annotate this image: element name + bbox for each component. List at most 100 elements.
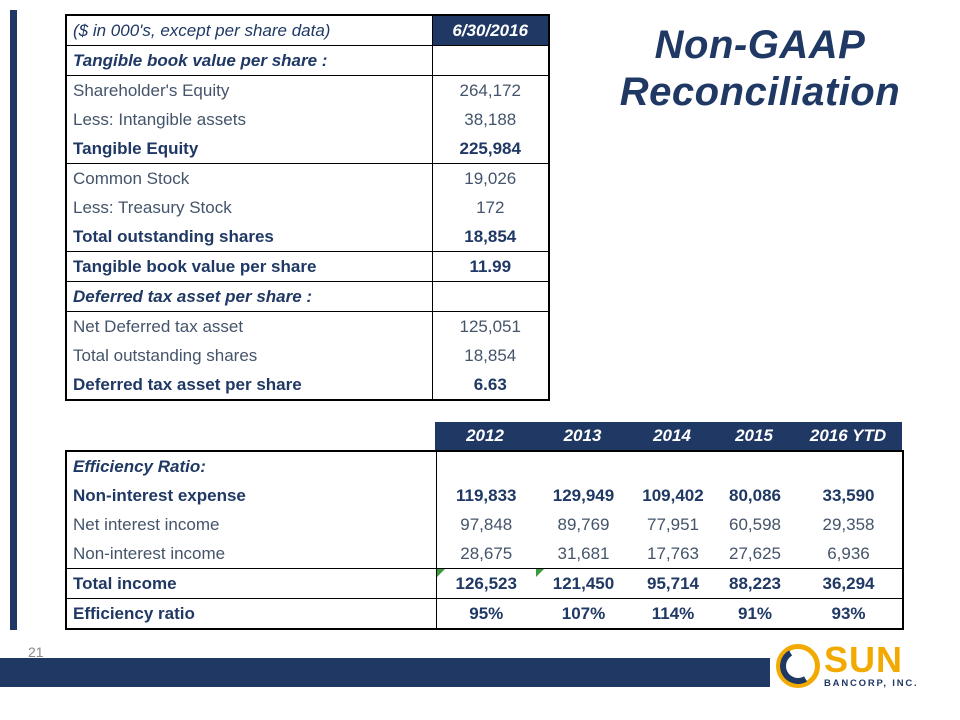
row-label: Efficiency Ratio: <box>73 456 206 476</box>
row-value: 38,188 <box>431 105 549 134</box>
cell-text: 121,450 <box>552 573 615 593</box>
row-value: 33,590 <box>822 485 875 505</box>
row-value: 77,951 <box>647 514 699 534</box>
row-value: 28,675 <box>435 539 536 569</box>
logo-subname: BANCORP, INC. <box>824 678 919 690</box>
page-title-line1: Non-GAAP <box>654 23 866 67</box>
row-value: 80,086 <box>729 485 781 505</box>
table-header-row: ($ in 000's, except per share data) 6/30… <box>66 15 549 46</box>
row-value: 119,833 <box>435 481 536 510</box>
sun-logo-icon <box>776 644 820 688</box>
row-value: 6.63 <box>431 370 549 400</box>
table-row: Net Deferred tax asset 125,051 <box>66 311 549 341</box>
date-header: 6/30/2016 <box>431 15 549 46</box>
row-label: Deferred tax asset per share : <box>66 281 432 312</box>
table-row: Common Stock 19,026 <box>66 163 549 193</box>
row-value: 60,598 <box>729 514 781 534</box>
year-header: 2013 <box>563 426 602 445</box>
table-row: Deferred tax asset per share 6.63 <box>66 370 549 400</box>
row-value: 36,294 <box>795 568 903 599</box>
row-label: Less: Treasury Stock <box>73 197 232 217</box>
table-row: Less: Intangible assets 38,188 <box>66 105 549 134</box>
table-row: Total outstanding shares 18,854 <box>66 341 549 370</box>
row-label: Tangible Equity <box>66 134 432 164</box>
row-label: Total income <box>66 568 436 599</box>
efficiency-table-year-header: 2012 2013 2014 2015 2016 YTD <box>435 422 902 450</box>
row-label: Non-interest income <box>66 539 436 569</box>
row-value: 172 <box>431 193 549 222</box>
row-value: 121,450 <box>536 568 631 599</box>
row-value: 109,402 <box>642 485 704 505</box>
table-row: Less: Treasury Stock 172 <box>66 193 549 222</box>
row-label: Tangible book value per share : <box>66 45 432 76</box>
row-label: Efficiency ratio <box>73 603 195 623</box>
row-value: 114% <box>651 603 695 623</box>
row-value: 95,714 <box>631 568 715 599</box>
row-value: 11.99 <box>431 251 549 282</box>
row-label: Total outstanding shares <box>66 222 432 252</box>
table-row: Shareholder's Equity 264,172 <box>66 75 549 105</box>
row-label: Tangible book value per share <box>66 251 432 282</box>
formula-flag-icon <box>437 569 445 577</box>
row-value: 125,051 <box>431 311 549 341</box>
row-value <box>431 281 549 312</box>
year-header: 2015 <box>735 426 773 445</box>
page-number: 21 <box>28 644 44 660</box>
tangible-book-value-table: ($ in 000's, except per share data) 6/30… <box>65 14 550 401</box>
formula-flag-icon <box>536 569 544 577</box>
row-label: Less: Intangible assets <box>73 109 246 129</box>
row-value: 6,936 <box>795 539 903 569</box>
table-row: Tangible book value per share : <box>66 45 549 76</box>
row-value: 97,848 <box>435 510 536 539</box>
table-row: Total outstanding shares 18,854 <box>66 222 549 252</box>
logo-text: SUN BANCORP, INC. <box>824 638 919 690</box>
table-row: Non-interest expense 119,833 129,949 109… <box>66 481 903 510</box>
row-value <box>435 451 536 481</box>
table-row: Tangible Equity 225,984 <box>66 134 549 164</box>
row-value: 95% <box>435 598 536 629</box>
page-title: Non-GAAP Reconciliation <box>570 22 950 116</box>
row-value: 129,949 <box>552 485 615 505</box>
row-value: 225,984 <box>431 134 549 164</box>
row-value: 89,769 <box>557 514 610 534</box>
row-value: 27,625 <box>715 539 795 569</box>
cell-text: 126,523 <box>455 573 517 593</box>
year-header: 2014 <box>653 426 691 445</box>
row-value: 264,172 <box>431 75 549 105</box>
row-value: 17,763 <box>631 539 715 569</box>
row-value: 18,854 <box>431 222 549 252</box>
row-label: Common Stock <box>73 168 190 188</box>
row-value: 29,358 <box>822 514 875 534</box>
row-value <box>536 451 631 481</box>
table-row: Deferred tax asset per share : <box>66 281 549 312</box>
row-label: Net Deferred tax asset <box>73 316 244 336</box>
table-row: Net interest income 97,848 89,769 77,951… <box>66 510 903 539</box>
row-label: Shareholder's Equity <box>73 80 230 100</box>
row-value <box>715 451 795 481</box>
row-value: 91% <box>737 603 773 623</box>
row-value: 107% <box>561 603 606 623</box>
table-row: Efficiency Ratio: <box>66 451 903 481</box>
efficiency-ratio-table: Efficiency Ratio: Non-interest expense 1… <box>65 450 904 630</box>
row-value <box>431 45 549 76</box>
table-row: Total income 126,523 121,450 95,714 88,2… <box>66 568 903 599</box>
table-row: Tangible book value per share 11.99 <box>66 251 549 282</box>
row-value: 88,223 <box>715 568 795 599</box>
row-label: Total outstanding shares <box>73 345 258 365</box>
row-label: Net interest income <box>73 514 220 534</box>
year-header: 2016 YTD <box>809 426 887 445</box>
row-value: 19,026 <box>431 163 549 193</box>
row-label: Non-interest expense <box>73 485 246 505</box>
row-value: 31,681 <box>536 539 631 569</box>
table-row: Non-interest income 28,675 31,681 17,763… <box>66 539 903 569</box>
units-note: ($ in 000's, except per share data) <box>66 15 432 46</box>
row-value: 93% <box>831 603 866 623</box>
row-value <box>795 451 903 481</box>
table-row: Efficiency ratio 95% 107% 114% 91% 93% <box>66 598 903 629</box>
row-value: 126,523 <box>435 568 536 599</box>
page-title-line2: Reconciliation <box>619 69 901 114</box>
year-header: 2012 <box>466 426 504 445</box>
logo-name: SUN <box>824 638 904 680</box>
row-value <box>631 451 715 481</box>
